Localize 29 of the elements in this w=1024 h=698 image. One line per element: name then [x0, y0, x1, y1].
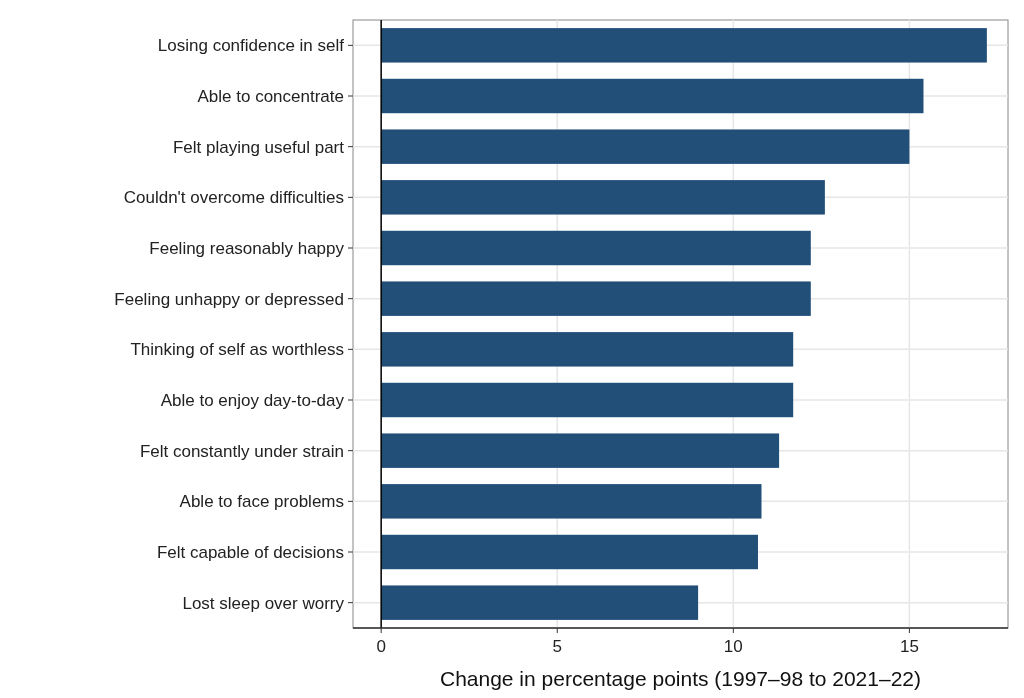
bar [381, 28, 987, 63]
bar [381, 382, 794, 418]
x-tick-label: 15 [899, 637, 919, 656]
bar [381, 484, 762, 519]
y-tick-label: Able to face problems [179, 492, 344, 512]
bar [381, 534, 758, 570]
y-tick-label: Able to concentrate [197, 86, 344, 106]
y-tick-label: Thinking of self as worthless [130, 340, 344, 360]
y-tick-label: Able to enjoy day-to-day [160, 390, 345, 410]
bar [381, 433, 780, 468]
x-tick-label: 0 [376, 637, 386, 656]
y-tick-label: Felt playing useful part [172, 137, 345, 157]
x-tick-label: 10 [723, 637, 743, 656]
bar [381, 332, 794, 367]
y-tick-label: Feeling reasonably happy [149, 238, 345, 258]
y-tick-label: Lost sleep over worry [182, 593, 345, 613]
y-tick-label: Couldn't overcome difficulties [123, 188, 344, 208]
y-tick-label: Felt capable of decisions [156, 542, 344, 562]
y-tick-label: Losing confidence in self [157, 36, 345, 56]
bar [381, 585, 699, 620]
y-tick-label: Feeling unhappy or depressed [114, 289, 344, 309]
bar [381, 281, 811, 316]
y-tick-label: Felt constantly under strain [139, 441, 344, 461]
bar [381, 129, 910, 164]
x-tick-label: 5 [552, 637, 562, 656]
bar [381, 230, 811, 266]
bar [381, 180, 825, 215]
bar [381, 78, 924, 114]
x-axis-title: Change in percentage points (1997–98 to 2021–22) [439, 667, 922, 690]
